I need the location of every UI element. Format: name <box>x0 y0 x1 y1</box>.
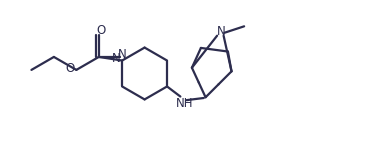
Text: N: N <box>111 52 120 65</box>
Text: NH: NH <box>176 97 193 110</box>
Text: N: N <box>217 25 226 37</box>
Text: O: O <box>65 62 74 75</box>
Text: O: O <box>97 24 106 37</box>
Text: N: N <box>118 48 127 61</box>
